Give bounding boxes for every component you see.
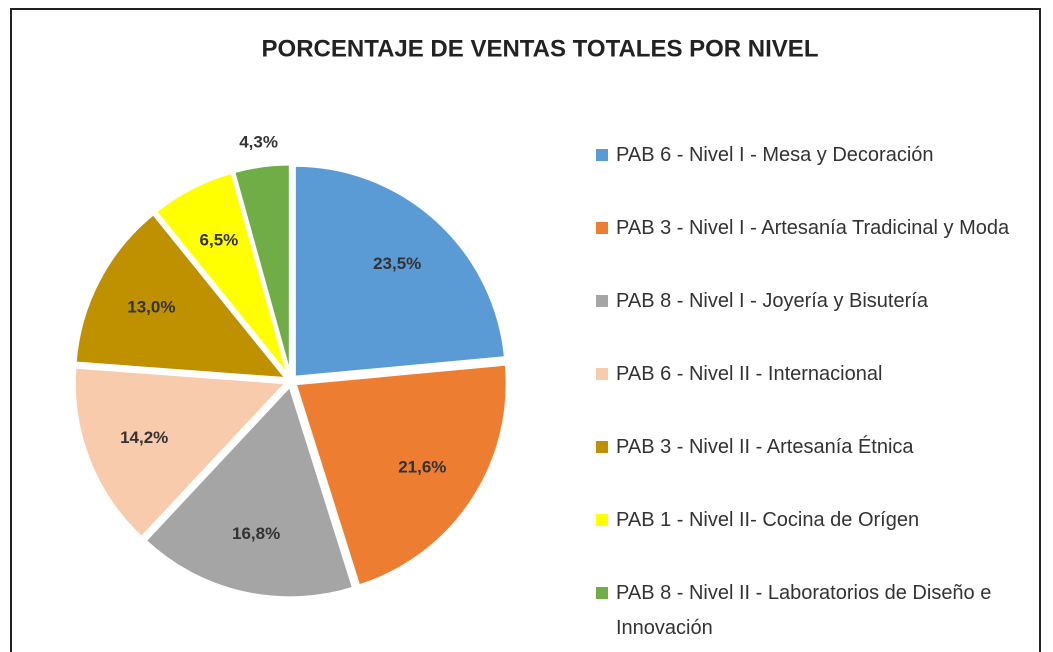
legend-swatch [596,368,608,380]
legend-item: PAB 6 - Nivel I - Mesa y Decoración [596,138,1036,173]
chart-frame [10,8,1041,652]
pie-slice [292,163,508,379]
legend-label: PAB 1 - Nivel II- Cocina de Orígen [616,509,920,531]
legend-swatch [596,514,608,526]
legend-item: PAB 8 - Nivel I - Joyería y Bisutería [596,284,1036,319]
data-label: 21,6% [398,458,446,477]
legend-swatch [596,441,608,453]
data-label: 6,5% [200,230,239,249]
legend-label: PAB 8 - Nivel II - Laboratorios de Diseñ… [616,582,992,639]
data-label: 13,0% [127,297,175,316]
legend-item: PAB 6 - Nivel II - Internacional [596,357,1036,392]
data-label: 16,8% [232,524,280,543]
data-label: 4,3% [239,132,278,151]
legend-label: PAB 6 - Nivel I - Mesa y Decoración [616,144,934,166]
legend-item: PAB 8 - Nivel II - Laboratorios de Diseñ… [596,576,1036,646]
pie-slice [73,211,290,381]
legend-label: PAB 6 - Nivel II - Internacional [616,363,883,385]
pie-slice [72,365,290,540]
legend-label: PAB 8 - Nivel I - Joyería y Bisutería [616,290,928,312]
chart-title: PORCENTAJE DE VENTAS TOTALES POR NIVEL [262,35,819,62]
legend-swatch [596,222,608,234]
legend-item: PAB 3 - Nivel I - Artesanía Tradicinal y… [596,211,1036,246]
pie-slice [293,362,509,588]
pie-slice [143,382,356,600]
legend-swatch [596,587,608,599]
legend-swatch [596,295,608,307]
legend-item: PAB 3 - Nivel II - Artesanía Étnica [596,430,1036,465]
legend-label: PAB 3 - Nivel I - Artesanía Tradicinal y… [616,217,1010,239]
pie-slice [231,162,292,377]
data-label: 14,2% [120,428,168,447]
legend-item: PAB 1 - Nivel II- Cocina de Orígen [596,503,1036,538]
pie-slice [153,170,291,378]
legend-label: PAB 3 - Nivel II - Artesanía Étnica [616,436,914,458]
legend-swatch [596,149,608,161]
data-label: 23,5% [373,254,421,273]
